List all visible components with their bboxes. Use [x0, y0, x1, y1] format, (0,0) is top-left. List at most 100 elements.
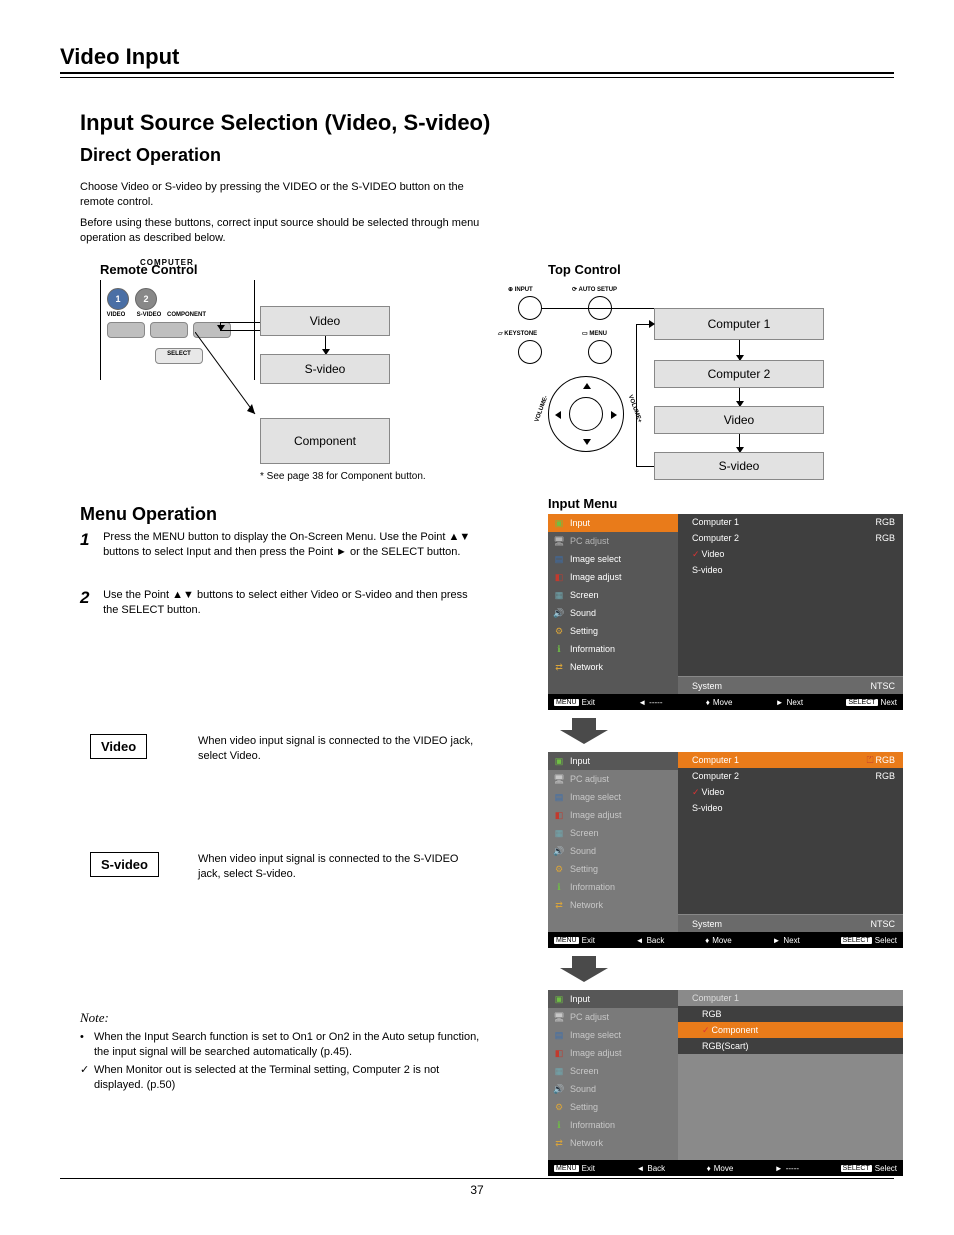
osd2-sound[interactable]: 🔊Sound: [548, 842, 678, 860]
pill-row: 1 2: [107, 288, 157, 310]
computer-1-button[interactable]: 1: [107, 288, 129, 310]
osd1-info[interactable]: ℹInformation: [548, 640, 678, 658]
svideo-button[interactable]: [150, 322, 188, 338]
nav-left-icon[interactable]: [555, 411, 561, 419]
input-icon: ▣: [552, 517, 566, 529]
osd1-sound[interactable]: 🔊Sound: [548, 604, 678, 622]
osd2-r-c2[interactable]: Computer 2RGB: [678, 768, 903, 784]
osd2-imgselect[interactable]: ▤Image select: [548, 788, 678, 806]
sound-icon: 🔊: [552, 845, 566, 857]
osd3-pcadjust[interactable]: 🖥PC adjust: [548, 1008, 678, 1026]
svideo-button-label: S-VIDEO: [134, 312, 164, 318]
osd3-imgadjust[interactable]: ◧Image adjust: [548, 1044, 678, 1062]
osd1-r-c1[interactable]: Computer 1RGB: [678, 514, 903, 530]
osd3-component[interactable]: ✓Component: [678, 1022, 903, 1038]
nav-up-icon[interactable]: [583, 383, 591, 389]
osd2-imgadjust[interactable]: ◧Image adjust: [548, 806, 678, 824]
osd2-setting[interactable]: ⚙Setting: [548, 860, 678, 878]
osd2-r-video[interactable]: ✓Video: [678, 784, 903, 800]
osd3-sound[interactable]: 🔊Sound: [548, 1080, 678, 1098]
osd1-pcadjust[interactable]: 🖥PC adjust: [548, 532, 678, 550]
down-arrow-2: [560, 956, 608, 982]
osd2-system[interactable]: SystemNTSC: [678, 914, 903, 932]
remote-top: COMPUTER: [140, 258, 194, 267]
step-1-num: 1: [80, 530, 100, 550]
computer-2-button[interactable]: 2: [135, 288, 157, 310]
input-icon: ▣: [552, 755, 566, 767]
gear-icon: ⚙: [552, 1101, 566, 1113]
arrow: [739, 388, 740, 406]
osd1-r-video[interactable]: ✓Video: [678, 546, 903, 562]
osd1-network[interactable]: ⇄Network: [548, 658, 678, 676]
osd2-left: ▣Input‹ 🖥PC adjust ▤Image select ◧Image …: [548, 752, 678, 932]
keystone-lbl: ▱ KEYSTONE: [498, 330, 537, 337]
component-button-label: COMPONENT: [167, 312, 197, 318]
vol-plus: VOLUME+: [627, 394, 643, 423]
osd3-imgselect[interactable]: ▤Image select: [548, 1026, 678, 1044]
osd2-network[interactable]: ⇄Network: [548, 896, 678, 914]
page-number: 37: [0, 1183, 954, 1197]
osd2-input[interactable]: ▣Input‹: [548, 752, 678, 770]
osd3-setting[interactable]: ⚙Setting: [548, 1098, 678, 1116]
osd1-imgselect[interactable]: ▤Image select: [548, 550, 678, 568]
osd3-rgb[interactable]: RGB: [678, 1006, 903, 1022]
nav-down-icon[interactable]: [583, 439, 591, 445]
osd1-setting[interactable]: ⚙Setting: [548, 622, 678, 640]
osd3-left: ▣Input‹ 🖥PC adjust ▤Image select ◧Image …: [548, 990, 678, 1160]
osd1-screen[interactable]: ▦Screen: [548, 586, 678, 604]
connector: [542, 308, 654, 309]
imgselect-icon: ▤: [552, 553, 566, 565]
connector: [636, 466, 654, 467]
osd3-network[interactable]: ⇄Network: [548, 1134, 678, 1152]
screen-icon: ▦: [552, 589, 566, 601]
video-button[interactable]: [107, 322, 145, 338]
svideo-body: When video input signal is connected to …: [198, 852, 478, 882]
osd3-right: Computer 1 RGB ✓Component RGB(Scart): [678, 990, 903, 1160]
header-rule: [60, 72, 894, 78]
screen-icon: ▦: [552, 827, 566, 839]
osd1-r-c2[interactable]: Computer 2RGB: [678, 530, 903, 546]
osd3-rgbscart[interactable]: RGB(Scart): [678, 1038, 903, 1054]
boxed-video-label: Video: [90, 734, 147, 759]
osd3-info[interactable]: ℹInformation: [548, 1116, 678, 1134]
top-control-label: Top Control: [548, 262, 621, 277]
connector: [220, 322, 260, 323]
lock-icon: ⏍: [867, 755, 874, 765]
osd2-right: Computer 1⏍RGB Computer 2RGB ✓Video S-vi…: [678, 752, 903, 932]
keystone-button[interactable]: [518, 340, 542, 364]
imgselect-icon: ▤: [552, 791, 566, 803]
osd2-screen[interactable]: ▦Screen: [548, 824, 678, 842]
osd1-system[interactable]: SystemNTSC: [678, 676, 903, 694]
gear-icon: ⚙: [552, 625, 566, 637]
top-control-diagram: ⊕ INPUT ⟳ AUTO SETUP ▱ KEYSTONE ▭ MENU V…: [510, 286, 645, 456]
osd1-imgadjust[interactable]: ◧Image adjust: [548, 568, 678, 586]
box-video: Video: [654, 406, 824, 434]
osd3-screen[interactable]: ▦Screen: [548, 1062, 678, 1080]
check-icon: ✓: [692, 787, 700, 797]
osd-panel-3: ▣Input‹ 🖥PC adjust ▤Image select ◧Image …: [548, 990, 903, 1176]
osd1-footer: MENUExit ◄ ----- ♦ Move ► Next SELECT Ne…: [548, 694, 903, 710]
osd2-pcadjust[interactable]: 🖥PC adjust: [548, 770, 678, 788]
osd2-r-svideo[interactable]: S-video: [678, 800, 903, 816]
connector: [636, 324, 637, 466]
osd2-info[interactable]: ℹInformation: [548, 878, 678, 896]
sound-icon: 🔊: [552, 1083, 566, 1095]
menu-op-heading: Menu Operation: [80, 504, 217, 525]
pc-icon: 🖥: [552, 773, 566, 785]
video-box: Video: [260, 306, 390, 336]
osd-panel-1: ▣Input› 🖥PC adjust ▤Image select ◧Image …: [548, 514, 903, 710]
section-heading: Input Source Selection (Video, S-video): [80, 110, 490, 136]
input-button[interactable]: [518, 296, 542, 320]
nav-ring[interactable]: [548, 376, 624, 452]
osd2-r-c1[interactable]: Computer 1⏍RGB: [678, 752, 903, 768]
osd3-input[interactable]: ▣Input‹: [548, 990, 678, 1008]
menu-button[interactable]: [588, 340, 612, 364]
network-icon: ⇄: [552, 899, 566, 911]
osd1-input[interactable]: ▣Input›: [548, 514, 678, 532]
osd2-footer: MENUExit ◄ Back ♦ Move ► Next SELECT Sel…: [548, 932, 903, 948]
osd1-r-svideo[interactable]: S-video: [678, 562, 903, 578]
arrow: [739, 340, 740, 360]
step-1-text: Press the MENU button to display the On-…: [103, 530, 473, 560]
nav-right-icon[interactable]: [611, 411, 617, 419]
gear-icon: ⚙: [552, 863, 566, 875]
